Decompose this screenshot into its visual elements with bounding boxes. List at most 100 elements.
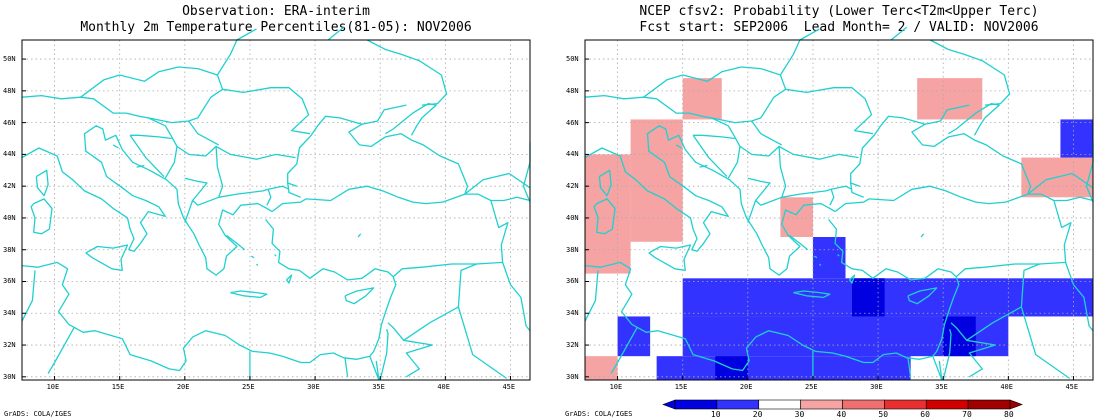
colorbar-label: 70 [962, 410, 972, 419]
country-border [47, 327, 75, 374]
right-lon-tick-label: 40E [1000, 383, 1013, 391]
right-lat-tick-label: 36N [566, 277, 579, 286]
right-lat-tick-label: 44N [566, 150, 579, 159]
coastline [287, 115, 469, 198]
country-border [392, 200, 509, 278]
left-lon-tick-label: 30E [307, 383, 320, 391]
colorbar [662, 399, 1023, 410]
coastline [920, 233, 925, 238]
coastline [226, 234, 246, 251]
country-border [268, 185, 290, 190]
country-border [942, 329, 952, 381]
left-lat-tick-label: 46N [3, 118, 16, 127]
country-border [236, 28, 257, 41]
colorbar-right-arrow [1009, 399, 1023, 410]
left-title-line2: Monthly 2m Temperature Percentiles(81-05… [80, 20, 472, 35]
probability-cell-blue [1060, 119, 1093, 158]
right-lat-tick-label: 50N [566, 55, 579, 64]
coastline [584, 125, 836, 276]
coastline [35, 169, 49, 197]
colorbar-segment [925, 399, 969, 410]
right-grads-credit: GrADS: COLA/IGES [565, 410, 633, 418]
coastline [828, 219, 960, 364]
left-lat-tick-label: 40N [3, 213, 16, 222]
country-border [216, 39, 238, 76]
left-lon-tick-label: 45E [502, 383, 516, 391]
country-border [924, 104, 970, 125]
probability-cell-darkblue [852, 278, 885, 317]
colorbar-segment [758, 399, 801, 410]
country-border [610, 327, 638, 374]
right-title-line1: NCEP cfsv2: Probability (Lower Terc<T2m<… [639, 4, 1039, 19]
country-border [361, 104, 407, 125]
country-border [21, 270, 36, 322]
left-lon-tick-label: 25E [241, 383, 255, 391]
coastline [850, 115, 1032, 198]
country-border [584, 270, 599, 322]
country-border [692, 134, 728, 178]
left-lon-tick-label: 35E [372, 383, 385, 391]
coastline [344, 357, 349, 377]
right-lat-tick-label: 42N [566, 182, 579, 191]
country-border [1064, 262, 1094, 332]
left-grads-credit: GrADS: COLA/IGES [4, 410, 72, 418]
coastline [375, 360, 380, 381]
right-lon-tick-label: 20E [739, 383, 753, 391]
coastline [675, 144, 682, 149]
colorbar-segment [967, 399, 1011, 410]
coastline [593, 198, 616, 235]
colorbar-segment [842, 399, 885, 410]
colorbar-segment [674, 399, 718, 410]
left-title-line1: Observation: ERA-interim [182, 4, 370, 19]
right-lon-tick-label: 25E [804, 383, 818, 391]
right-title-line2: Fcst start: SEP2006 Lead Month= 2 / VALI… [639, 20, 1039, 35]
right-lon-tick-label: 10E [609, 383, 623, 391]
coastline [274, 254, 277, 257]
country-border [464, 172, 531, 195]
country-border [464, 193, 531, 202]
coastline [848, 274, 856, 284]
country-border [1027, 172, 1094, 195]
country-border [929, 39, 1011, 106]
country-border [850, 182, 861, 187]
country-border [955, 200, 1072, 278]
country-border [1020, 306, 1070, 379]
coastline [522, 141, 531, 203]
left-lon-tick-label: 40E [437, 383, 450, 391]
left-lat-tick-label: 38N [3, 245, 16, 254]
country-border [366, 39, 448, 106]
probability-cell-blue [617, 316, 651, 357]
left-lat-tick-label: 50N [3, 55, 16, 64]
coastline [584, 261, 864, 372]
country-border [188, 120, 220, 146]
left-map-frame [21, 39, 531, 381]
coastline [230, 290, 268, 299]
colorbar-label: 30 [794, 410, 805, 419]
right-lat-tick-label: 40N [566, 213, 579, 222]
country-border [747, 146, 787, 223]
colorbar-left-arrow [662, 399, 676, 410]
country-border [327, 26, 345, 41]
country-border [387, 263, 477, 341]
coastline [21, 261, 301, 372]
country-border [164, 146, 178, 179]
left-lat-tick-label: 48N [3, 86, 16, 95]
coastline [30, 198, 53, 235]
colorbar-label: 50 [878, 410, 889, 419]
left-lat-tick-label: 44N [3, 150, 16, 159]
coastline [837, 254, 840, 257]
country-border [890, 26, 908, 41]
country-border [1027, 193, 1094, 202]
country-border [643, 66, 787, 124]
coastline [699, 164, 708, 168]
colorbar-segment [800, 399, 843, 410]
coastline [271, 185, 466, 213]
coastline [789, 234, 809, 251]
country-border [501, 262, 531, 332]
country-border [130, 134, 172, 140]
country-border [222, 87, 311, 135]
country-border [779, 39, 801, 76]
right-lon-tick-label: 15E [674, 383, 688, 391]
coastline [648, 244, 692, 272]
left-lat-tick-label: 34N [3, 309, 16, 318]
